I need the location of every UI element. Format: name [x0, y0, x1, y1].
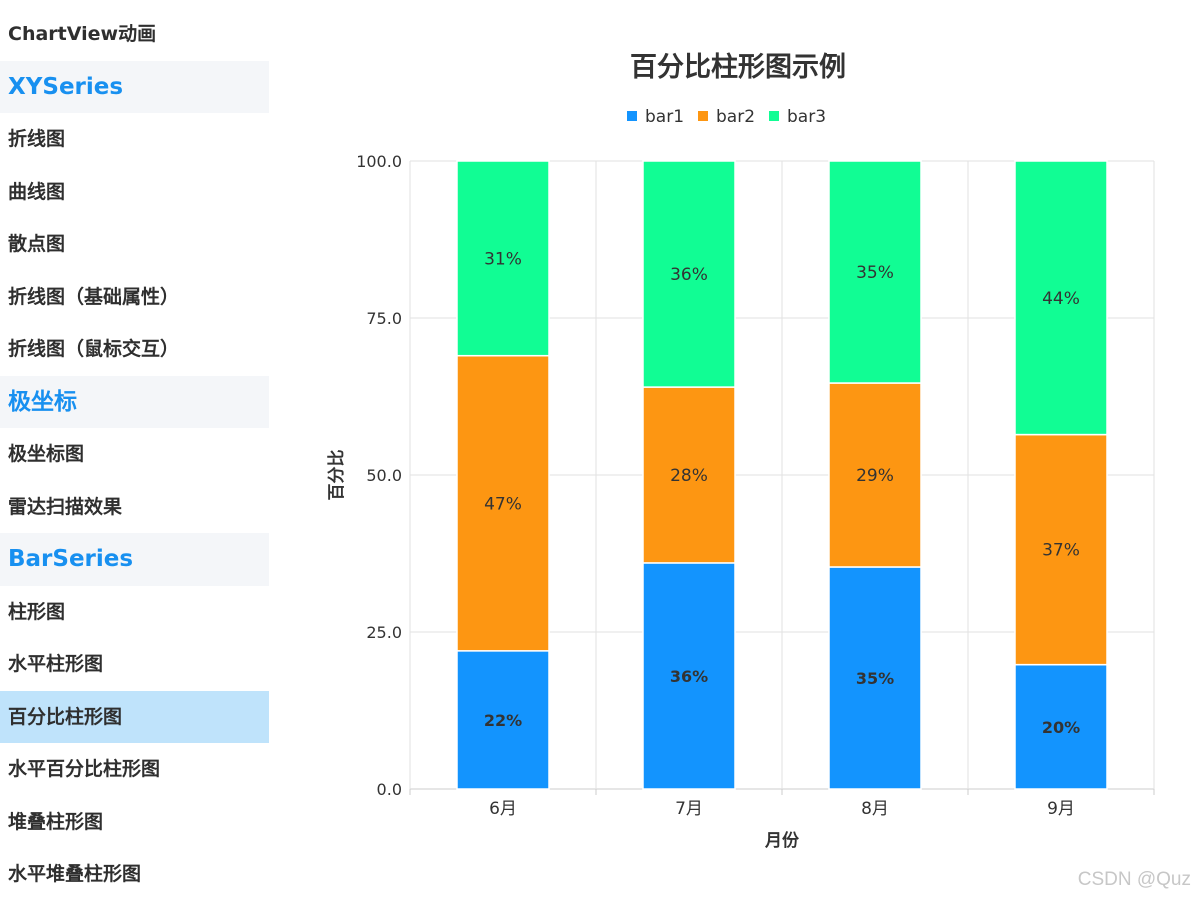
sidebar-item[interactable]: 水平百分比柱形图 — [8, 758, 161, 780]
chart-view: 百分比柱形图示例 bar1 bar2 bar3 0.0 25.0 50.0 75.0 100.0… — [269, 0, 1197, 897]
x-tick-label: 9月 — [1047, 799, 1075, 819]
bar-segment — [1014, 160, 1108, 436]
sidebar-item[interactable]: 折线图（鼠标交互） — [8, 338, 180, 360]
legend-label: bar2 — [716, 107, 755, 127]
bar-segment — [642, 562, 736, 790]
bar-data-label: 35% — [856, 669, 894, 688]
x-tick-label: 8月 — [861, 799, 889, 819]
bar-segment — [828, 160, 922, 384]
y-tick-label: 75.0 — [366, 309, 402, 328]
watermark: CSDN @Quz — [1077, 869, 1191, 890]
legend-marker — [698, 111, 708, 121]
bar-segment — [456, 354, 550, 652]
bar-data-label: 35% — [856, 263, 894, 283]
sidebar: ChartView动画 XYSeries 折线图曲线图散点图折线图（基础属性） 折线图… — [0, 8, 269, 901]
bar-data-label: 47% — [484, 494, 522, 514]
y-tick-label: 25.0 — [366, 623, 402, 642]
bar-data-label: 44% — [1042, 289, 1080, 309]
bar-data-label: 37% — [1042, 541, 1080, 561]
bar-segment — [828, 382, 922, 568]
sidebar-item[interactable]: ChartView动画 — [8, 23, 157, 45]
sidebar-item[interactable]: 雷达扫描效果 — [8, 495, 123, 518]
sidebar-item[interactable]: 柱形图 — [8, 600, 66, 623]
bar-data-label: 31% — [484, 249, 522, 269]
y-tick-label: 0.0 — [377, 780, 402, 799]
sidebar-item[interactable]: 水平堆叠柱形图 — [8, 863, 142, 885]
bar-segment — [1014, 663, 1108, 790]
x-axis-title: 月份 — [764, 830, 800, 851]
sidebar-item[interactable]: 折线图 — [8, 128, 66, 150]
chart-svg: 百分比柱形图示例 bar1 bar2 bar3 0.0 25.0 50.0 75.0 100.0… — [326, 52, 1155, 851]
sidebar-item[interactable]: 折线图（基础属性） — [8, 285, 180, 308]
bar-data-label: 20% — [1042, 718, 1080, 737]
sidebar-item[interactable]: 极坐标图 — [8, 443, 85, 465]
bar-segment — [642, 160, 736, 388]
sidebar-item[interactable]: 百分比柱形图 — [0, 690, 269, 743]
bar-segment — [456, 650, 550, 790]
sidebar-group-header: XYSeries — [0, 60, 269, 113]
x-tick-label: 6月 — [489, 799, 517, 819]
chart-title: 百分比柱形图示例 — [630, 52, 846, 83]
sidebar-item[interactable]: 散点图 — [8, 233, 66, 255]
sidebar-group-header: 极坐标 — [0, 375, 269, 428]
legend-label: bar1 — [645, 107, 684, 127]
bar-data-label: 28% — [670, 466, 708, 486]
bar-segment — [1014, 433, 1108, 666]
sidebar-group-header: BarSeries — [0, 533, 269, 586]
bar-data-label: 36% — [670, 667, 708, 686]
sidebar-item[interactable]: 水平柱形图 — [8, 653, 104, 675]
bar-data-label: 22% — [484, 711, 522, 730]
y-tick-label: 100.0 — [356, 152, 402, 171]
sidebar-item[interactable]: 堆叠柱形图 — [8, 810, 104, 833]
x-tick-label: 7月 — [675, 799, 703, 819]
y-axis-title: 百分比 — [326, 450, 347, 501]
bar-data-label: 29% — [856, 466, 894, 486]
sidebar-item[interactable]: 曲线图 — [8, 180, 66, 203]
bar-segment — [642, 386, 736, 564]
legend-label: bar3 — [787, 107, 826, 127]
bar-segment — [456, 160, 550, 357]
legend-marker — [769, 111, 779, 121]
y-tick-label: 50.0 — [366, 466, 402, 485]
bar-data-label: 36% — [670, 265, 708, 285]
legend-marker — [627, 111, 637, 121]
